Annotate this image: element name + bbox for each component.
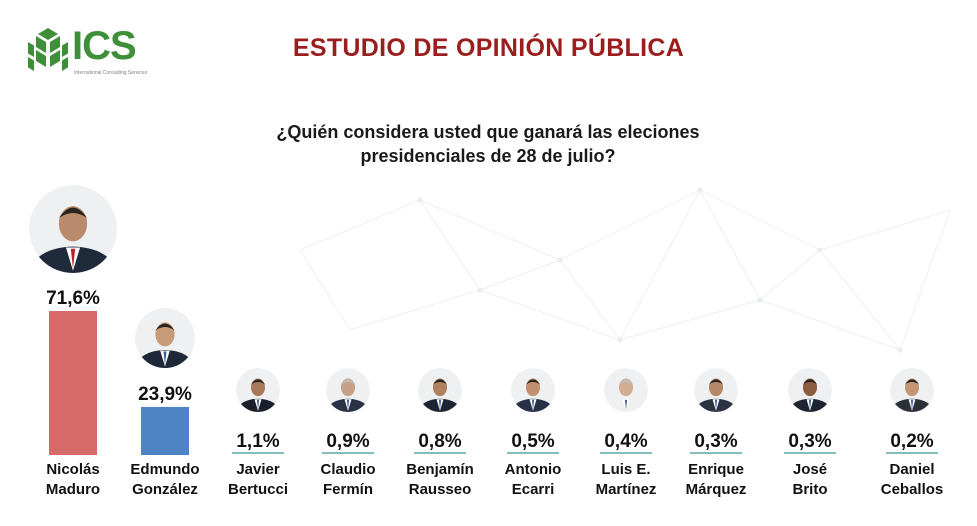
value-label-4: 0,8%	[418, 431, 461, 452]
candidate-photo-6	[604, 368, 648, 412]
candidate-photo-3	[326, 368, 370, 412]
value-label-3: 0,9%	[326, 431, 369, 452]
category-label-7-1: Márquez	[686, 481, 747, 498]
logo-text: ICS	[72, 24, 137, 68]
bar-0	[49, 311, 97, 455]
category-label-1-0: Edmundo	[130, 461, 199, 478]
candidate-photo-0	[29, 185, 117, 273]
category-label-4-0: Benjamín	[406, 461, 474, 478]
category-label-2-1: Bertucci	[228, 481, 288, 498]
candidate-photo-2	[236, 368, 280, 412]
category-label-8-0: José	[793, 461, 827, 478]
chart-title: ¿Quién considera usted que ganará las el…	[238, 120, 738, 168]
candidate-photo-8	[788, 368, 832, 412]
category-label-0-0: Nicolás	[46, 461, 99, 478]
value-label-6: 0,4%	[604, 431, 647, 452]
category-label-5-1: Ecarri	[512, 481, 555, 498]
category-label-3-0: Claudio	[321, 461, 376, 478]
chart-title-line-1: ¿Quién considera usted que ganará las el…	[276, 122, 700, 142]
category-label-1-1: González	[132, 481, 198, 498]
candidate-photo-7	[694, 368, 738, 412]
value-label-1: 23,9%	[138, 384, 192, 405]
value-label-5: 0,5%	[511, 431, 554, 452]
bar-1	[141, 406, 189, 455]
category-label-6-0: Luis E.	[601, 461, 650, 478]
category-label-8-1: Brito	[793, 481, 828, 498]
category-label-2-0: Javier	[236, 461, 280, 478]
category-label-0-1: Maduro	[46, 481, 100, 498]
category-label-6-1: Martínez	[596, 481, 657, 498]
logo-subtext: International Consulting Services	[74, 70, 148, 76]
category-label-5-0: Antonio	[505, 461, 562, 478]
candidate-photo-1	[135, 308, 195, 368]
category-label-4-1: Rausseo	[409, 481, 472, 498]
ics-logo: ICS International Consulting Services	[26, 24, 156, 84]
logo-mark-icon	[28, 28, 68, 71]
value-label-7: 0,3%	[694, 431, 737, 452]
value-label-0: 71,6%	[46, 288, 100, 309]
candidate-photo-4	[418, 368, 462, 412]
category-label-9-0: Daniel	[889, 461, 934, 478]
page-title: ESTUDIO DE OPINIÓN PÚBLICA	[292, 34, 685, 62]
candidate-photo-5	[511, 368, 555, 412]
category-label-9-1: Ceballos	[881, 481, 944, 498]
value-label-2: 1,1%	[236, 431, 279, 452]
category-label-7-0: Enrique	[688, 461, 744, 478]
chart-title-line-2: presidenciales de 28 de julio?	[360, 146, 616, 166]
category-label-3-1: Fermín	[323, 481, 373, 498]
candidate-photo-9	[890, 368, 934, 412]
value-label-8: 0,3%	[788, 431, 831, 452]
value-label-9: 0,2%	[890, 431, 933, 452]
